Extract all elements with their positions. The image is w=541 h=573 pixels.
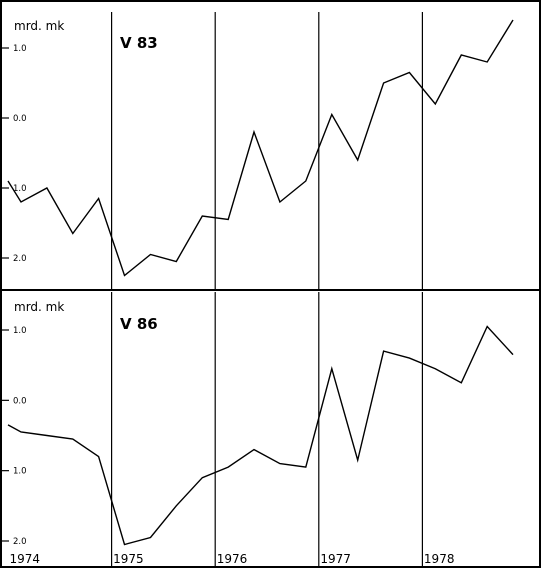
- panel1-year-gridlines: [112, 12, 423, 290]
- panel2-y-ticks: 1.0 0.0 1.0 2.0: [2, 326, 27, 547]
- panel2-ylabel: mrd. mk: [14, 300, 64, 314]
- panel1-ylabel: mrd. mk: [14, 19, 64, 33]
- year-label-1978: 1978: [424, 552, 455, 566]
- panel1-y-ticks: 1.00.01.02.0: [2, 44, 27, 264]
- panel2-y-tick-label-3: 2.0: [13, 537, 27, 547]
- year-label-1975: 1975: [113, 552, 144, 566]
- panel1-series: [8, 20, 513, 276]
- panel2-y-tick-label-0: 1.0: [13, 326, 27, 336]
- panel1-y-tick-label-1: 0.0: [13, 114, 27, 124]
- panel2-y-tick-label-2: 1.0: [13, 467, 27, 477]
- year-label-1974: 1974: [10, 552, 41, 566]
- panel2-series-line-0: [8, 327, 513, 545]
- panel1-title: V 83: [120, 34, 158, 52]
- panel2-year-gridlines: [112, 292, 423, 567]
- x-axis-year-labels: 1974 1975 1976 1977 1978: [10, 552, 455, 566]
- panel2-title: V 86: [120, 315, 158, 333]
- panel1-y-tick-label-3: 2.0: [13, 254, 27, 264]
- year-label-1976: 1976: [217, 552, 248, 566]
- panel1-y-tick-label-0: 1.0: [13, 44, 27, 54]
- panel2-y-tick-label-1: 0.0: [13, 396, 27, 406]
- year-label-1977: 1977: [320, 552, 351, 566]
- panel1-series-line-0: [8, 20, 513, 276]
- panel2-series: [8, 327, 513, 545]
